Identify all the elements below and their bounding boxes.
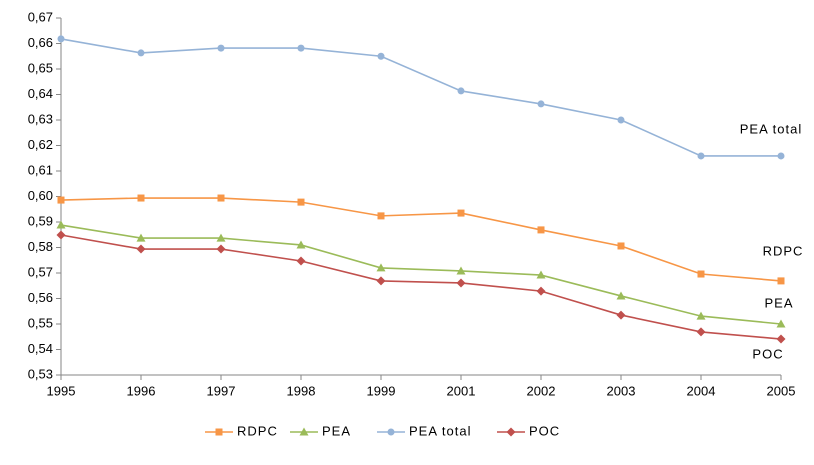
marker xyxy=(456,278,466,288)
y-tick-label: 0,56 xyxy=(28,290,53,305)
marker xyxy=(136,244,146,254)
y-tick-label: 0,65 xyxy=(28,60,53,75)
marker xyxy=(137,194,145,202)
x-tick-label: 1998 xyxy=(287,383,316,398)
marker xyxy=(456,266,466,275)
x-tick-label: 2001 xyxy=(447,383,476,398)
marker xyxy=(506,427,516,437)
x-tick-label: 2002 xyxy=(527,383,556,398)
x-tick-label: 1997 xyxy=(207,383,236,398)
annotation: PEA total xyxy=(740,121,802,136)
marker xyxy=(697,270,705,278)
annotation: RDPC xyxy=(763,243,804,258)
marker xyxy=(376,276,386,286)
marker xyxy=(215,428,223,436)
y-tick-label: 0,58 xyxy=(28,239,53,254)
marker xyxy=(57,196,65,204)
y-tick-label: 0,55 xyxy=(28,315,53,330)
marker xyxy=(377,212,385,220)
x-tick-label: 1995 xyxy=(47,383,76,398)
x-tick-label: 1996 xyxy=(127,383,156,398)
legend-item: PEA xyxy=(290,423,351,438)
marker xyxy=(296,240,306,249)
marker xyxy=(56,230,66,240)
legend-label: PEA total xyxy=(409,423,471,438)
annotation: POC xyxy=(752,346,783,361)
y-tick-label: 0,53 xyxy=(28,366,53,381)
marker xyxy=(376,263,386,272)
marker xyxy=(297,44,305,52)
marker xyxy=(777,277,785,285)
y-tick-label: 0,63 xyxy=(28,111,53,126)
marker xyxy=(537,226,545,234)
marker xyxy=(216,244,226,254)
y-tick-label: 0,66 xyxy=(28,35,53,50)
marker xyxy=(216,233,226,242)
marker xyxy=(696,327,706,337)
x-tick-label: 1999 xyxy=(367,383,396,398)
marker xyxy=(616,291,626,300)
marker xyxy=(536,270,546,279)
marker xyxy=(776,319,786,328)
series-line xyxy=(60,224,782,325)
marker xyxy=(377,52,385,60)
legend-item: POC xyxy=(497,423,560,438)
marker xyxy=(776,334,786,344)
marker xyxy=(297,198,305,206)
marker xyxy=(617,242,625,250)
marker xyxy=(387,428,395,436)
marker xyxy=(616,310,626,320)
x-tick-label: 2005 xyxy=(767,383,796,398)
legend-label: PEA xyxy=(322,423,351,438)
marker xyxy=(617,116,625,124)
marker xyxy=(56,220,66,229)
marker xyxy=(296,256,306,266)
y-tick-label: 0,62 xyxy=(28,137,53,152)
marker xyxy=(136,233,146,242)
annotation: PEA xyxy=(764,295,793,310)
marker xyxy=(57,35,65,43)
y-tick-label: 0,57 xyxy=(28,264,53,279)
marker xyxy=(137,49,145,57)
series-line xyxy=(60,234,782,340)
marker xyxy=(537,100,545,108)
marker xyxy=(457,87,465,95)
y-tick-label: 0,64 xyxy=(28,86,53,101)
y-tick-label: 0,61 xyxy=(28,162,53,177)
legend-item: RDPC xyxy=(205,423,278,438)
y-tick-label: 0,67 xyxy=(28,9,53,24)
y-tick-label: 0,60 xyxy=(28,188,53,203)
y-tick-label: 0,59 xyxy=(28,213,53,228)
legend-label: RDPC xyxy=(237,423,278,438)
marker xyxy=(697,152,705,160)
series-line xyxy=(60,197,782,282)
marker xyxy=(696,311,706,320)
marker xyxy=(536,286,546,296)
y-tick-label: 0,54 xyxy=(28,341,53,356)
marker xyxy=(217,194,225,202)
marker xyxy=(777,152,785,160)
series-line xyxy=(60,38,781,157)
marker xyxy=(217,44,225,52)
marker xyxy=(299,427,309,436)
x-tick-label: 2004 xyxy=(687,383,716,398)
legend-label: POC xyxy=(529,423,560,438)
x-tick-label: 2003 xyxy=(607,383,636,398)
legend-item: PEA total xyxy=(377,423,471,438)
marker xyxy=(457,209,465,217)
